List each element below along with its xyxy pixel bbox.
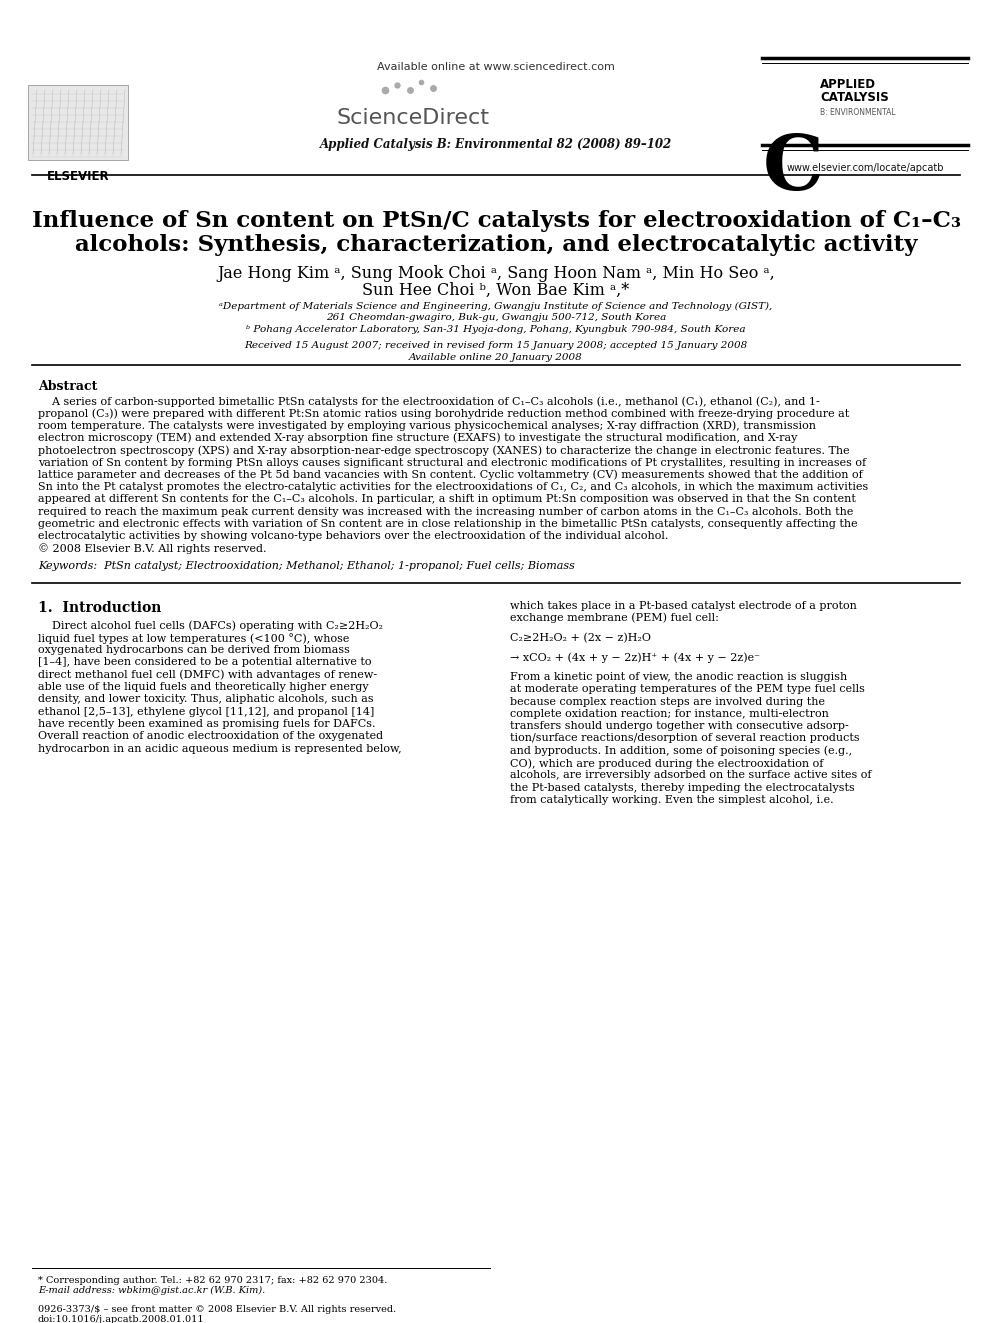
- Text: Jae Hong Kim ᵃ, Sung Mook Choi ᵃ, Sang Hoon Nam ᵃ, Min Ho Seo ᵃ,: Jae Hong Kim ᵃ, Sung Mook Choi ᵃ, Sang H…: [217, 265, 775, 282]
- Text: tion/surface reactions/desorption of several reaction products: tion/surface reactions/desorption of sev…: [510, 733, 860, 744]
- Text: liquid fuel types at low temperatures (<100 °C), whose: liquid fuel types at low temperatures (<…: [38, 632, 349, 644]
- Text: CATALYSIS: CATALYSIS: [820, 91, 889, 105]
- Text: Sun Hee Choi ᵇ, Won Bae Kim ᵃ,*: Sun Hee Choi ᵇ, Won Bae Kim ᵃ,*: [362, 282, 630, 299]
- Text: from catalytically working. Even the simplest alcohol, i.e.: from catalytically working. Even the sim…: [510, 795, 833, 804]
- Text: Available online 20 January 2008: Available online 20 January 2008: [409, 353, 583, 363]
- Text: © 2008 Elsevier B.V. All rights reserved.: © 2008 Elsevier B.V. All rights reserved…: [38, 544, 267, 554]
- Text: Abstract: Abstract: [38, 380, 97, 393]
- Text: required to reach the maximum peak current density was increased with the increa: required to reach the maximum peak curre…: [38, 507, 853, 517]
- Text: A series of carbon-supported bimetallic PtSn catalysts for the electrooxidation : A series of carbon-supported bimetallic …: [38, 396, 819, 406]
- Text: the Pt-based catalysts, thereby impeding the electrocatalysts: the Pt-based catalysts, thereby impeding…: [510, 783, 855, 792]
- Text: ᵃDepartment of Materials Science and Engineering, Gwangju Institute of Science a: ᵃDepartment of Materials Science and Eng…: [219, 302, 773, 311]
- Text: 0926-3373/$ – see front matter © 2008 Elsevier B.V. All rights reserved.: 0926-3373/$ – see front matter © 2008 El…: [38, 1304, 396, 1314]
- Text: Received 15 August 2007; received in revised form 15 January 2008; accepted 15 J: Received 15 August 2007; received in rev…: [244, 341, 748, 351]
- Bar: [28, 85, 128, 160]
- Text: * Corresponding author. Tel.: +82 62 970 2317; fax: +82 62 970 2304.: * Corresponding author. Tel.: +82 62 970…: [38, 1275, 387, 1285]
- Text: transfers should undergo together with consecutive adsorp-: transfers should undergo together with c…: [510, 721, 849, 732]
- Text: hydrocarbon in an acidic aqueous medium is represented below,: hydrocarbon in an acidic aqueous medium …: [38, 744, 402, 754]
- Text: C: C: [763, 132, 824, 206]
- Text: able use of the liquid fuels and theoretically higher energy: able use of the liquid fuels and theoret…: [38, 683, 369, 692]
- Text: appeared at different Sn contents for the C₁–C₃ alcohols. In particular, a shift: appeared at different Sn contents for th…: [38, 495, 856, 504]
- Text: APPLIED: APPLIED: [820, 78, 876, 91]
- Text: direct methanol fuel cell (DMFC) with advantages of renew-: direct methanol fuel cell (DMFC) with ad…: [38, 669, 377, 680]
- Text: CO), which are produced during the electrooxidation of: CO), which are produced during the elect…: [510, 758, 823, 769]
- Text: C₂≥2H₂O₂ + (2x − z)H₂O: C₂≥2H₂O₂ + (2x − z)H₂O: [510, 632, 651, 643]
- Text: Applied Catalysis B: Environmental 82 (2008) 89–102: Applied Catalysis B: Environmental 82 (2…: [320, 138, 672, 151]
- Text: oxygenated hydrocarbons can be derived from biomass: oxygenated hydrocarbons can be derived f…: [38, 646, 350, 655]
- Text: photoelectron spectroscopy (XPS) and X-ray absorption-near-edge spectroscopy (XA: photoelectron spectroscopy (XPS) and X-r…: [38, 446, 849, 455]
- Text: ᵇ Pohang Accelerator Laboratory, San-31 Hyoja-dong, Pohang, Kyungbuk 790-984, So: ᵇ Pohang Accelerator Laboratory, San-31 …: [246, 325, 746, 333]
- Text: variation of Sn content by forming PtSn alloys causes significant structural and: variation of Sn content by forming PtSn …: [38, 458, 866, 467]
- Text: B: ENVIRONMENTAL: B: ENVIRONMENTAL: [820, 108, 896, 116]
- Text: lattice parameter and decreases of the Pt 5d band vacancies with Sn content. Cyc: lattice parameter and decreases of the P…: [38, 470, 863, 480]
- Text: 261 Cheomdan-gwagiro, Buk-gu, Gwangju 500-712, South Korea: 261 Cheomdan-gwagiro, Buk-gu, Gwangju 50…: [326, 314, 666, 321]
- Text: because complex reaction steps are involved during the: because complex reaction steps are invol…: [510, 696, 825, 706]
- Text: [1–4], have been considered to be a potential alternative to: [1–4], have been considered to be a pote…: [38, 658, 371, 668]
- Text: Keywords:  PtSn catalyst; Electrooxidation; Methanol; Ethanol; 1-propanol; Fuel : Keywords: PtSn catalyst; Electrooxidatio…: [38, 561, 575, 570]
- Text: E-mail address: wbkim@gist.ac.kr (W.B. Kim).: E-mail address: wbkim@gist.ac.kr (W.B. K…: [38, 1286, 265, 1295]
- Text: electrocatalytic activities by showing volcano-type behaviors over the electroox: electrocatalytic activities by showing v…: [38, 532, 669, 541]
- Text: Direct alcohol fuel cells (DAFCs) operating with C₂≥2H₂O₂: Direct alcohol fuel cells (DAFCs) operat…: [38, 620, 383, 631]
- Text: density, and lower toxicity. Thus, aliphatic alcohols, such as: density, and lower toxicity. Thus, aliph…: [38, 695, 374, 704]
- Text: room temperature. The catalysts were investigated by employing various physicoch: room temperature. The catalysts were inv…: [38, 421, 816, 431]
- Text: propanol (C₃)) were prepared with different Pt:Sn atomic ratios using borohydrid: propanol (C₃)) were prepared with differ…: [38, 409, 849, 419]
- Text: Sn into the Pt catalyst promotes the electro-catalytic activities for the electr: Sn into the Pt catalyst promotes the ele…: [38, 482, 868, 492]
- Text: doi:10.1016/j.apcatb.2008.01.011: doi:10.1016/j.apcatb.2008.01.011: [38, 1315, 204, 1323]
- Text: 1.  Introduction: 1. Introduction: [38, 601, 162, 615]
- Text: exchange membrane (PEM) fuel cell:: exchange membrane (PEM) fuel cell:: [510, 613, 719, 623]
- Text: → xCO₂ + (4x + y − 2z)H⁺ + (4x + y − 2z)e⁻: → xCO₂ + (4x + y − 2z)H⁺ + (4x + y − 2z)…: [510, 652, 760, 663]
- Text: Available online at www.sciencedirect.com: Available online at www.sciencedirect.co…: [377, 62, 615, 71]
- Text: at moderate operating temperatures of the PEM type fuel cells: at moderate operating temperatures of th…: [510, 684, 865, 695]
- Text: www.elsevier.com/locate/apcatb: www.elsevier.com/locate/apcatb: [787, 163, 943, 173]
- Text: and byproducts. In addition, some of poisoning species (e.g.,: and byproducts. In addition, some of poi…: [510, 746, 852, 757]
- Text: Influence of Sn content on PtSn/C catalysts for electrooxidation of C₁–C₃: Influence of Sn content on PtSn/C cataly…: [32, 210, 960, 232]
- Text: From a kinetic point of view, the anodic reaction is sluggish: From a kinetic point of view, the anodic…: [510, 672, 847, 681]
- Text: electron microscopy (TEM) and extended X-ray absorption fine structure (EXAFS) t: electron microscopy (TEM) and extended X…: [38, 433, 798, 443]
- Text: ELSEVIER: ELSEVIER: [47, 169, 109, 183]
- Text: ScienceDirect: ScienceDirect: [336, 108, 489, 128]
- Text: alcohols, are irreversibly adsorbed on the surface active sites of: alcohols, are irreversibly adsorbed on t…: [510, 770, 872, 781]
- Text: which takes place in a Pt-based catalyst electrode of a proton: which takes place in a Pt-based catalyst…: [510, 601, 857, 611]
- Text: Overall reaction of anodic electrooxidation of the oxygenated: Overall reaction of anodic electrooxidat…: [38, 732, 383, 741]
- Text: ethanol [2,5–13], ethylene glycol [11,12], and propanol [14]: ethanol [2,5–13], ethylene glycol [11,12…: [38, 706, 374, 717]
- Text: have recently been examined as promising fuels for DAFCs.: have recently been examined as promising…: [38, 718, 376, 729]
- Text: alcohols: Synthesis, characterization, and electrocatalytic activity: alcohols: Synthesis, characterization, a…: [74, 234, 918, 255]
- Text: complete oxidation reaction; for instance, multi-electron: complete oxidation reaction; for instanc…: [510, 709, 829, 718]
- Text: geometric and electronic effects with variation of Sn content are in close relat: geometric and electronic effects with va…: [38, 519, 858, 529]
